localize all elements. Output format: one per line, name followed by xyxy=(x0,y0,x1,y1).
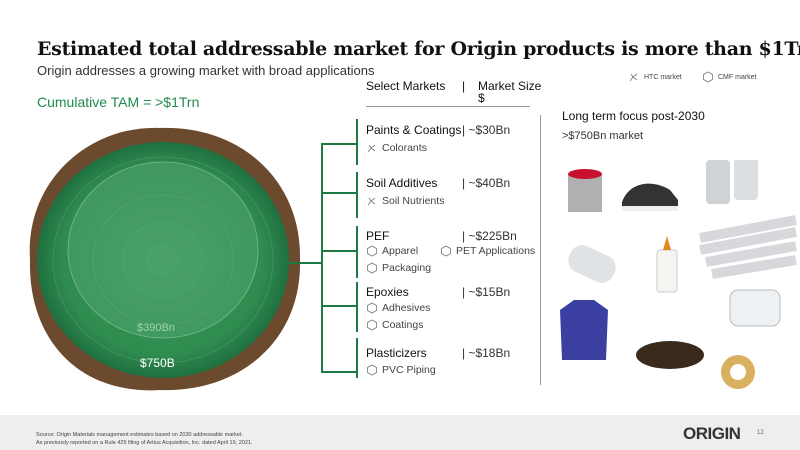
market-size: | ~$18Bn xyxy=(462,346,511,360)
branch-line xyxy=(321,371,357,373)
cmf-hexagon-icon xyxy=(441,245,451,257)
cmf-hexagon-icon xyxy=(367,319,377,331)
inner-ring-label: $390Bn xyxy=(137,322,175,334)
htc-molecule-icon xyxy=(629,73,638,82)
market-name: Plasticizers xyxy=(366,346,427,360)
market-size-unit: $ xyxy=(478,91,485,105)
application-item: Packaging xyxy=(366,262,431,274)
application-item: Adhesives xyxy=(366,302,430,314)
legend-cmf: CMF market xyxy=(702,71,757,83)
application-item: PET Applications xyxy=(440,245,535,257)
header-separator: | xyxy=(462,79,466,93)
market-size: | ~$40Bn xyxy=(462,176,511,190)
application-item: PVC Piping xyxy=(366,364,436,376)
market-size: | ~$225Bn xyxy=(462,229,517,243)
tape-roll-image xyxy=(721,355,755,389)
cumulative-tam: Cumulative TAM = >$1Trn xyxy=(37,94,200,110)
market-name: Epoxies xyxy=(366,285,409,299)
section-bar xyxy=(356,282,358,332)
select-markets-header: Select Markets xyxy=(366,79,446,93)
section-bar xyxy=(356,226,358,278)
header-divider xyxy=(366,106,530,107)
footer-note: As previously reported on a Rule 425 fil… xyxy=(36,440,253,446)
tree-stump-graphic xyxy=(29,127,301,391)
stump-connector xyxy=(282,262,323,264)
cmf-hexagon-icon xyxy=(367,364,377,376)
jacket-image xyxy=(560,300,608,360)
outer-ring-label: $750B xyxy=(140,356,175,370)
cmf-hexagon-icon xyxy=(367,302,377,314)
tree-trunk-line xyxy=(321,143,323,372)
page-number: 12 xyxy=(757,430,764,436)
soil-image xyxy=(636,341,704,369)
long-term-title: Long term focus post-2030 xyxy=(562,109,705,123)
section-bar xyxy=(356,172,358,218)
paint-can-image xyxy=(568,169,602,212)
application-item: Apparel xyxy=(366,245,418,257)
long-term-value: >$750Bn market xyxy=(562,130,644,142)
market-name: Paints & Coatings xyxy=(366,123,462,137)
branch-line xyxy=(321,305,357,307)
market-size: | ~$15Bn xyxy=(462,285,511,299)
market-name: PEF xyxy=(366,229,390,243)
application-item: Colorants xyxy=(366,142,427,154)
sneaker-image xyxy=(622,183,678,211)
pvc-pipes-image xyxy=(699,215,797,279)
application-item: Soil Nutrients xyxy=(366,195,444,207)
outer-market-ring xyxy=(37,142,289,378)
htc-molecule-icon xyxy=(367,144,376,153)
section-bar xyxy=(356,338,358,378)
market-name: Soil Additives xyxy=(366,176,438,190)
plastic-wrap-image xyxy=(568,245,616,283)
clamshell-container-image xyxy=(729,289,781,327)
aluminum-cans-image xyxy=(706,160,758,204)
section-bar xyxy=(356,119,358,165)
branch-line xyxy=(321,143,357,145)
cmf-hexagon-icon xyxy=(367,245,377,257)
htc-molecule-icon xyxy=(367,197,376,206)
branch-line xyxy=(321,250,357,252)
page-title: Estimated total addressable market for O… xyxy=(37,38,800,60)
footer-source: Source: Origin Materials management esti… xyxy=(36,432,243,438)
page-subtitle: Origin addresses a growing market with b… xyxy=(37,63,375,78)
application-item: Coatings xyxy=(366,319,423,331)
branch-line xyxy=(321,192,357,194)
market-size-header: Market Size xyxy=(478,79,542,93)
legend-htc: HTC market xyxy=(628,71,682,83)
cmf-hexagon-icon xyxy=(367,262,377,274)
footer xyxy=(0,415,800,450)
product-images xyxy=(560,160,797,389)
glue-bottle-image xyxy=(656,236,678,293)
inner-market-ring xyxy=(67,161,259,339)
column-divider xyxy=(540,115,541,385)
market-size: | ~$30Bn xyxy=(462,123,511,137)
cmf-hexagon-icon xyxy=(703,71,713,83)
origin-logo: ORIGIN xyxy=(683,424,741,443)
